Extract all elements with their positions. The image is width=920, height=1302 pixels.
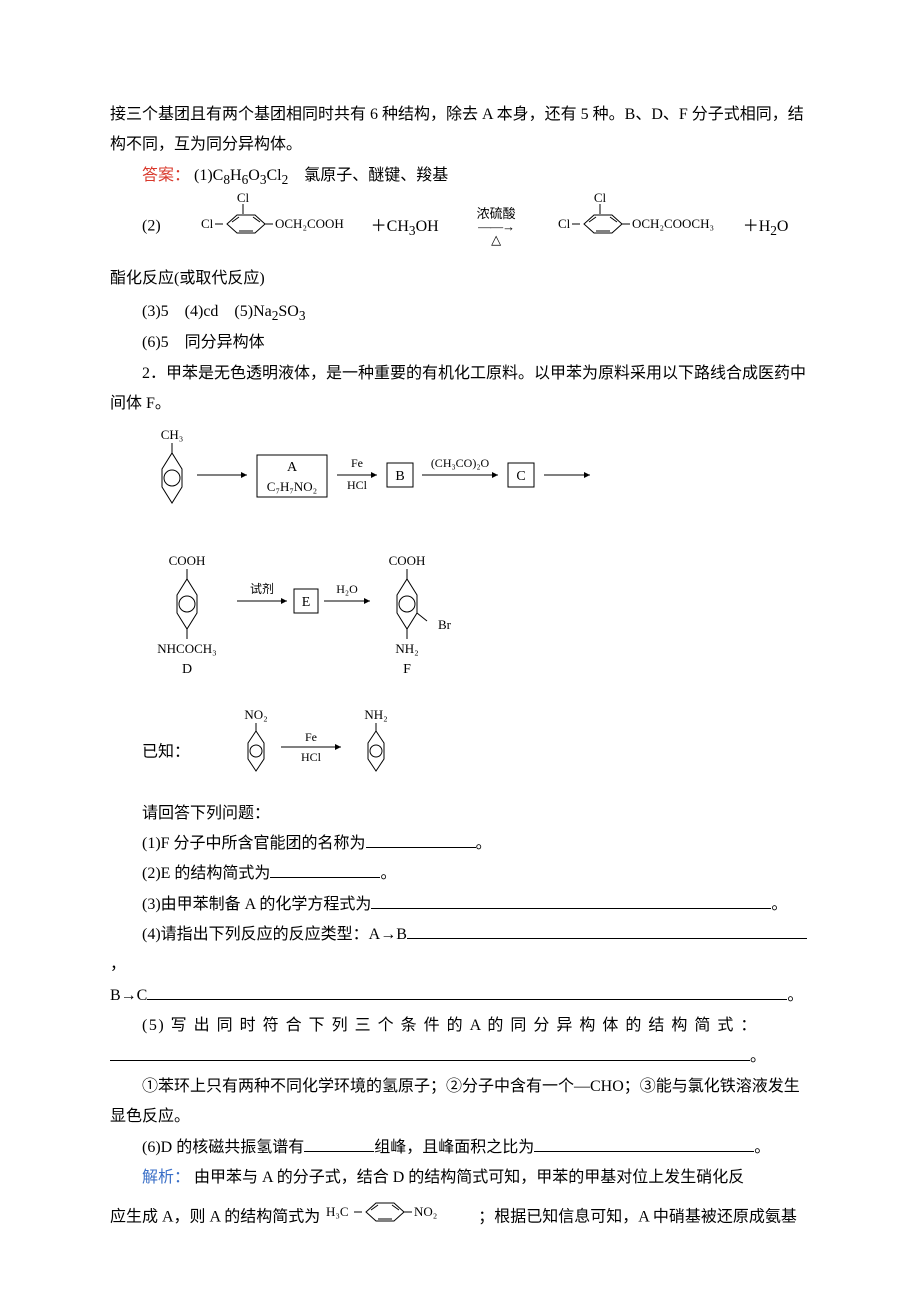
q2-5-cond: ①苯环上只有两种不同化学环境的氢原子；②分子中含有一个—CHO；③能与氯化铁溶液… (110, 1072, 810, 1133)
a1-text: (1)C8H6O3Cl2 氯原子、醚键、羧基 (194, 167, 448, 184)
svg-text:OCH₂COOH: OCH₂COOH (275, 216, 344, 231)
svg-text:COOH: COOH (169, 553, 206, 568)
svg-text:HCl: HCl (347, 478, 368, 492)
svg-text:Br: Br (438, 617, 452, 632)
mol-product: Cl Cl OCH₂COOCH₃ (522, 192, 739, 261)
blank (270, 862, 380, 878)
svg-text:C₇H₇NO₂: C₇H₇NO₂ (267, 479, 317, 494)
answer-line-3: (3)5 (4)cd (5)Na2SO3 (110, 297, 810, 329)
svg-text:NH₂: NH₂ (395, 641, 418, 656)
svg-text:C: C (516, 469, 525, 484)
answer-line-1: 答案： (1)C8H6O3Cl2 氯原子、醚键、羧基 (110, 161, 810, 193)
svg-text:B: B (395, 469, 404, 484)
svg-text:H₂O: H₂O (336, 582, 358, 596)
analysis-text-1: 由甲苯与 A 的分子式，结合 D 的结构简式可知，甲苯的甲基对位上发生硝化反 (194, 1169, 744, 1186)
answer-line-4: (6)5 同分异构体 (110, 328, 810, 358)
svg-text:E: E (302, 595, 311, 610)
svg-text:Cl: Cl (237, 192, 250, 205)
ask-line: 请回答下列问题： (110, 799, 810, 829)
analysis-p1: 解析： 由甲苯与 A 的分子式，结合 D 的结构简式可知，甲苯的甲基对位上发生硝… (110, 1163, 810, 1193)
q2-5-blank: 。 (110, 1042, 810, 1072)
svg-text:D: D (182, 662, 192, 677)
known-diagram: NO₂ Fe HCl NH₂ (194, 707, 426, 798)
svg-text:COOH: COOH (389, 553, 426, 568)
svg-text:Cl: Cl (594, 192, 607, 205)
blank (304, 1136, 374, 1152)
svg-text:NH₂: NH₂ (364, 707, 387, 722)
analysis-text-3: ；根据已知信息可知，A 中硝基被还原成氨基 (478, 1208, 797, 1225)
svg-text:NO₂: NO₂ (244, 707, 267, 722)
blank (534, 1136, 754, 1152)
known-line: 已知： NO₂ Fe HCl NH₂ (110, 707, 810, 798)
q2-2: (2)E 的结构简式为。 (110, 859, 810, 889)
answer-line-2: (2) Cl Cl OCH₂COOH ＋CH3OH 浓硫酸 ——→ △ Cl C… (110, 192, 810, 296)
a2-arrow: 浓硫酸 ——→ △ (445, 207, 516, 246)
q2-6: (6)D 的核磁共振氢谱有组峰，且峰面积之比为。 (110, 1133, 810, 1163)
svg-text:NO₂: NO₂ (414, 1204, 437, 1219)
svg-text:Cl: Cl (558, 216, 571, 231)
svg-text:CH₃: CH₃ (161, 427, 184, 442)
q2-4a: (4)请指出下列反应的反应类型：A→B， (110, 920, 810, 981)
synthesis-route: CH₃ A C₇H₇NO₂ Fe HCl B (CH₃CO)₂O C (142, 425, 810, 545)
analysis-label: 解析： (142, 1169, 190, 1186)
blank (110, 1045, 750, 1061)
analysis-p2: 应生成 A，则 A 的结构简式为 H₃C NO₂ ；根据已知信息可知，A 中硝基… (110, 1194, 810, 1241)
svg-text:NHCOCH₃: NHCOCH₃ (157, 641, 216, 656)
svg-text:OCH₂COOCH₃: OCH₂COOCH₃ (632, 216, 714, 231)
a2-plus: ＋CH3OH (371, 218, 439, 235)
svg-text:F: F (403, 662, 411, 677)
svg-text:Cl: Cl (201, 216, 214, 231)
blank (371, 893, 771, 909)
svg-text:(CH₃CO)₂O: (CH₃CO)₂O (431, 456, 490, 470)
svg-text:H₃C: H₃C (326, 1204, 349, 1219)
q2-1: (1)F 分子中所含官能团的名称为。 (110, 829, 810, 859)
answer-label: 答案： (142, 167, 190, 184)
known-label: 已知： (142, 744, 190, 761)
mol-reactant: Cl Cl OCH₂COOH (165, 192, 367, 261)
a2-prefix: (2) (142, 218, 161, 235)
q2-3: (3)由甲苯制备 A 的化学方程式为。 (110, 890, 810, 920)
synthesis-route-2: COOH NHCOCH₃ D 试剂 E H₂O COOH Br NH₂ F (142, 551, 810, 701)
svg-text:Fe: Fe (305, 730, 317, 744)
svg-text:A: A (287, 460, 298, 475)
svg-text:Fe: Fe (351, 456, 363, 470)
q2-4b: B→C。 (110, 981, 810, 1011)
analysis-text-2: 应生成 A，则 A 的结构简式为 (110, 1208, 320, 1225)
svg-text:HCl: HCl (301, 750, 322, 764)
svg-text:试剂: 试剂 (250, 581, 274, 596)
blank (407, 923, 807, 939)
blank (147, 984, 787, 1000)
q2-5: (5) 写 出 同 时 符 合 下 列 三 个 条 件 的 A 的 同 分 异 … (110, 1011, 810, 1041)
intro-continuation: 接三个基团且有两个基团相同时共有 6 种结构，除去 A 本身，还有 5 种。B、… (110, 100, 810, 161)
inline-struct-A: H₃C NO₂ (324, 1194, 474, 1241)
blank (366, 832, 476, 848)
q2-lead: 2．甲苯是无色透明液体，是一种重要的有机化工原料。以甲苯为原料采用以下路线合成医… (110, 359, 810, 420)
